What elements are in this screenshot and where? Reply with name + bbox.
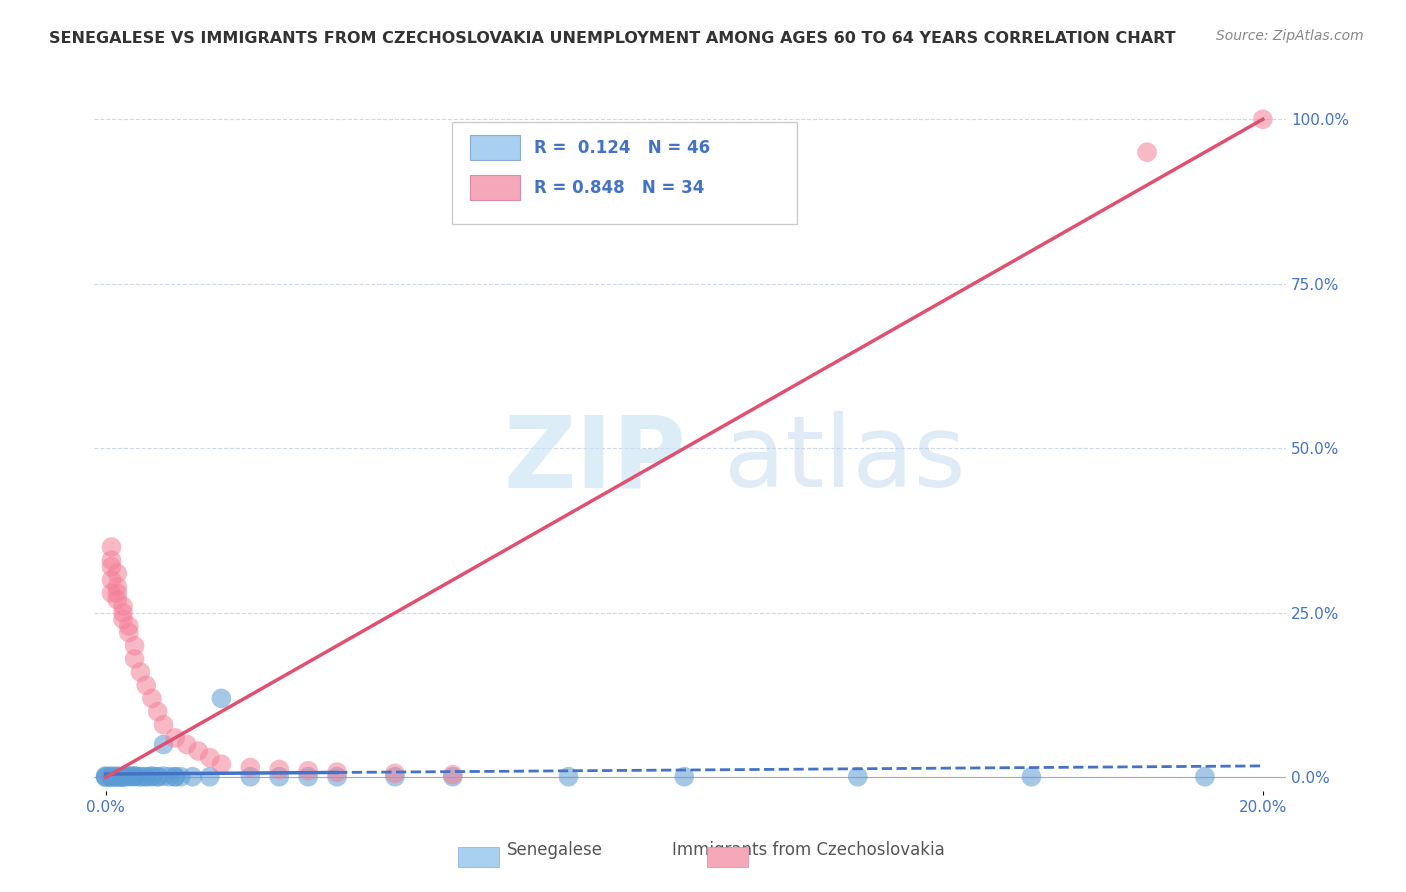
Point [165,770,187,784]
Text: R =  0.124   N = 46: R = 0.124 N = 46 [534,138,710,157]
Point [111,599,134,614]
Point [269,763,291,777]
Point [129,665,152,679]
Point [269,770,291,784]
Point [326,765,349,780]
Point [176,738,198,752]
Point [124,652,146,666]
Point [187,744,209,758]
Point [141,769,163,783]
Point [94,770,117,784]
Point [170,770,193,784]
Text: R = 0.848   N = 34: R = 0.848 N = 34 [534,178,704,197]
Point [209,691,232,706]
Point [181,770,204,784]
Point [157,770,180,784]
Point [141,691,163,706]
Point [152,769,174,783]
Text: Immigrants from Czechoslovakia: Immigrants from Czechoslovakia [672,840,945,858]
Point [100,553,122,567]
Point [1021,770,1043,784]
Point [384,770,406,784]
Point [146,770,169,784]
Point [94,770,117,784]
Point [384,766,406,780]
Point [198,750,221,764]
Point [124,639,146,653]
Point [118,619,141,633]
Point [129,770,152,784]
Point [441,768,464,782]
Point [141,770,163,784]
Point [100,573,122,587]
Point [297,764,319,778]
Point [1251,112,1274,127]
Point [239,760,262,774]
Point [441,770,464,784]
Text: atlas: atlas [724,411,966,508]
Text: SENEGALESE VS IMMIGRANTS FROM CZECHOSLOVAKIA UNEMPLOYMENT AMONG AGES 60 TO 64 YE: SENEGALESE VS IMMIGRANTS FROM CZECHOSLOV… [49,31,1175,46]
Point [297,770,319,784]
Point [165,731,187,745]
Point [1194,770,1216,784]
Point [118,769,141,783]
Point [326,770,349,784]
Text: Senegalese: Senegalese [508,840,603,858]
Point [111,612,134,626]
Point [1136,145,1159,160]
FancyBboxPatch shape [451,121,797,224]
Point [124,769,146,783]
Point [135,770,157,784]
Point [146,705,169,719]
Point [124,770,146,784]
Point [129,770,152,784]
Point [118,770,141,784]
Point [239,770,262,784]
Point [105,592,128,607]
Text: Source: ZipAtlas.com: Source: ZipAtlas.com [1216,29,1364,43]
Point [111,606,134,620]
Point [105,566,128,581]
Point [105,769,128,783]
Point [209,757,232,772]
Point [100,540,122,554]
Point [100,770,122,784]
Point [111,770,134,784]
Point [152,717,174,731]
Point [135,678,157,692]
Point [111,770,134,784]
Point [118,769,141,783]
Point [100,586,122,600]
Point [135,770,157,784]
Text: ZIP: ZIP [503,411,686,508]
Point [165,770,187,784]
Point [557,770,579,784]
Point [100,559,122,574]
FancyBboxPatch shape [470,175,520,201]
Point [100,770,122,784]
Point [846,770,869,784]
Point [94,769,117,783]
Point [105,586,128,600]
Point [198,770,221,784]
Point [105,580,128,594]
Point [100,769,122,783]
Point [118,625,141,640]
Point [111,770,134,784]
Point [124,769,146,783]
Point [152,738,174,752]
Point [673,770,696,784]
Point [146,770,169,784]
Point [105,770,128,784]
FancyBboxPatch shape [470,135,520,161]
Point [105,770,128,784]
